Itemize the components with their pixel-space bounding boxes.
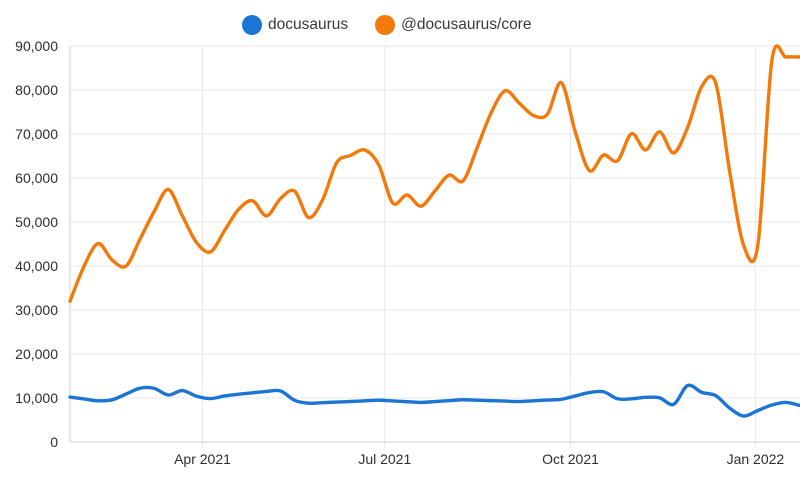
svg-text:30,000: 30,000 [15,302,58,318]
svg-text:0: 0 [50,434,58,450]
svg-text:80,000: 80,000 [15,82,58,98]
svg-text:60,000: 60,000 [15,170,58,186]
svg-text:Oct 2021: Oct 2021 [542,451,599,467]
svg-text:20,000: 20,000 [15,346,58,362]
svg-text:Jan 2022: Jan 2022 [727,451,785,467]
svg-text:50,000: 50,000 [15,214,58,230]
svg-text:10,000: 10,000 [15,390,58,406]
svg-text:Apr 2021: Apr 2021 [174,451,231,467]
svg-text:90,000: 90,000 [15,38,58,54]
svg-text:70,000: 70,000 [15,126,58,142]
svg-text:Jul 2021: Jul 2021 [358,451,411,467]
svg-text:40,000: 40,000 [15,258,58,274]
